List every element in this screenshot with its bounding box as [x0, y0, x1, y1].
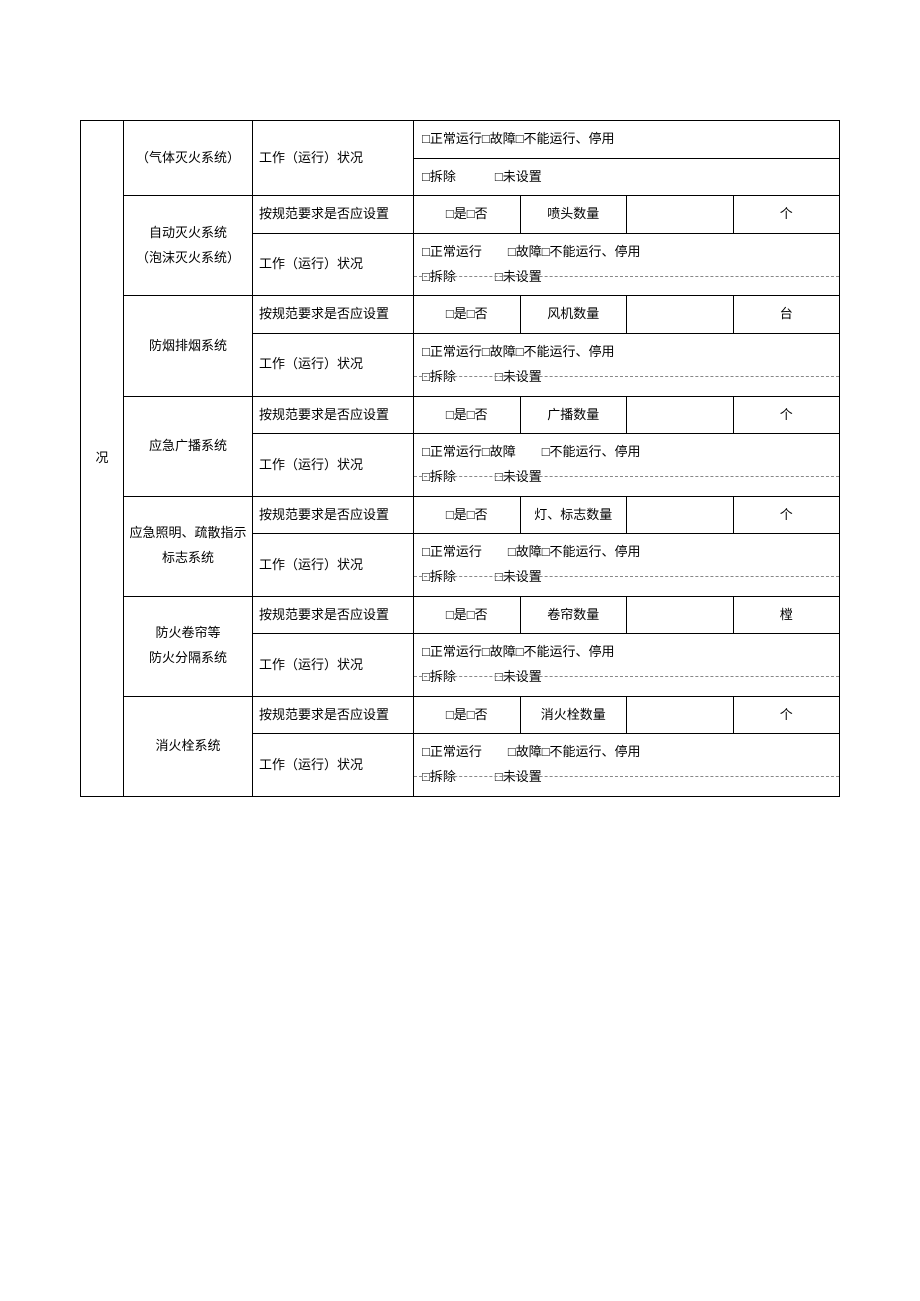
- yesno-1[interactable]: □是□否: [414, 196, 521, 234]
- system-name-5: 防火卷帘等 防火分隔系统: [124, 596, 253, 696]
- work-status-label-3: 工作（运行）状况: [253, 434, 414, 496]
- status-notset-6: □未设置: [495, 769, 542, 784]
- standard-label-3: 按规范要求是否应设置: [253, 396, 414, 434]
- qty-label-5: 卷帘数量: [520, 596, 627, 634]
- status-cell-6: □正常运行 □故障□不能运行、停用 □拆除 □未设置: [414, 734, 840, 796]
- work-status-label-1: 工作（运行）状况: [253, 234, 414, 296]
- system-name-1-l1: 自动灭火系统: [128, 221, 248, 246]
- system-name-2: 防烟排烟系统: [124, 296, 253, 396]
- work-status-label-2: 工作（运行）状况: [253, 334, 414, 396]
- status-line1-1: □正常运行 □故障□不能运行、停用: [422, 240, 835, 265]
- unit-6: 个: [733, 696, 840, 734]
- status-removed-5: □拆除: [422, 669, 456, 684]
- system-name-4-l2: 标志系统: [128, 546, 248, 571]
- qty-value-5[interactable]: [627, 596, 734, 634]
- status-cell-4: □正常运行 □故障□不能运行、停用 □拆除 □未设置: [414, 534, 840, 596]
- status-removed-1: □拆除: [422, 269, 456, 284]
- work-status-label-5: 工作（运行）状况: [253, 634, 414, 696]
- standard-label-4: 按规范要求是否应设置: [253, 496, 414, 534]
- yesno-6[interactable]: □是□否: [414, 696, 521, 734]
- left-header-cell: 况: [81, 121, 124, 797]
- system-name-5-l2: 防火分隔系统: [128, 646, 248, 671]
- status-notset-4: □未设置: [495, 569, 542, 584]
- qty-label-2: 风机数量: [520, 296, 627, 334]
- status-notset-1: □未设置: [495, 269, 542, 284]
- standard-label-1: 按规范要求是否应设置: [253, 196, 414, 234]
- qty-value-1[interactable]: [627, 196, 734, 234]
- unit-4: 个: [733, 496, 840, 534]
- work-status-label-6: 工作（运行）状况: [253, 734, 414, 796]
- system-name-0: （气体灭火系统）: [124, 121, 253, 196]
- status-removed-4: □拆除: [422, 569, 456, 584]
- system-name-3: 应急广播系统: [124, 396, 253, 496]
- work-status-label-4: 工作（运行）状况: [253, 534, 414, 596]
- status-notset-3: □未设置: [495, 469, 542, 484]
- status-line1-2: □正常运行□故障□不能运行、停用: [422, 340, 835, 365]
- status-line1-4: □正常运行 □故障□不能运行、停用: [422, 540, 835, 565]
- qty-label-4: 灯、标志数量: [520, 496, 627, 534]
- status-line2-0: □拆除 □未设置: [414, 158, 840, 196]
- status-notset-0: □未设置: [495, 169, 542, 184]
- system-name-4-l1: 应急照明、疏散指示: [128, 521, 248, 546]
- unit-1: 个: [733, 196, 840, 234]
- standard-label-2: 按规范要求是否应设置: [253, 296, 414, 334]
- status-notset-2: □未设置: [495, 369, 542, 384]
- status-notset-5: □未设置: [495, 669, 542, 684]
- unit-3: 个: [733, 396, 840, 434]
- system-name-1-l2: （泡沫灭火系统）: [128, 246, 248, 271]
- qty-label-1: 喷头数量: [520, 196, 627, 234]
- system-name-6: 消火栓系统: [124, 696, 253, 796]
- work-status-label-0: 工作（运行）状况: [253, 121, 414, 196]
- standard-label-5: 按规范要求是否应设置: [253, 596, 414, 634]
- status-removed-6: □拆除: [422, 769, 456, 784]
- status-line1-0: □正常运行□故障□不能运行、停用: [414, 121, 840, 159]
- status-line1-5: □正常运行□故障□不能运行、停用: [422, 640, 835, 665]
- status-cell-3: □正常运行□故障 □不能运行、停用 □拆除 □未设置: [414, 434, 840, 496]
- status-removed-3: □拆除: [422, 469, 456, 484]
- standard-label-6: 按规范要求是否应设置: [253, 696, 414, 734]
- status-cell-2: □正常运行□故障□不能运行、停用 □拆除 □未设置: [414, 334, 840, 396]
- status-line1-6: □正常运行 □故障□不能运行、停用: [422, 740, 835, 765]
- status-line1-3: □正常运行□故障 □不能运行、停用: [422, 440, 835, 465]
- status-removed-0: □拆除: [422, 169, 456, 184]
- fire-systems-table: 况 （气体灭火系统） 工作（运行）状况 □正常运行□故障□不能运行、停用 □拆除…: [80, 120, 840, 797]
- qty-label-6: 消火栓数量: [520, 696, 627, 734]
- unit-5: 樘: [733, 596, 840, 634]
- qty-value-2[interactable]: [627, 296, 734, 334]
- unit-2: 台: [733, 296, 840, 334]
- qty-value-3[interactable]: [627, 396, 734, 434]
- status-cell-1: □正常运行 □故障□不能运行、停用 □拆除 □未设置: [414, 234, 840, 296]
- system-name-5-l1: 防火卷帘等: [128, 621, 248, 646]
- status-removed-2: □拆除: [422, 369, 456, 384]
- yesno-5[interactable]: □是□否: [414, 596, 521, 634]
- system-name-1: 自动灭火系统 （泡沫灭火系统）: [124, 196, 253, 296]
- status-cell-5: □正常运行□故障□不能运行、停用 □拆除 □未设置: [414, 634, 840, 696]
- yesno-2[interactable]: □是□否: [414, 296, 521, 334]
- yesno-4[interactable]: □是□否: [414, 496, 521, 534]
- system-name-4: 应急照明、疏散指示 标志系统: [124, 496, 253, 596]
- qty-value-4[interactable]: [627, 496, 734, 534]
- qty-value-6[interactable]: [627, 696, 734, 734]
- qty-label-3: 广播数量: [520, 396, 627, 434]
- yesno-3[interactable]: □是□否: [414, 396, 521, 434]
